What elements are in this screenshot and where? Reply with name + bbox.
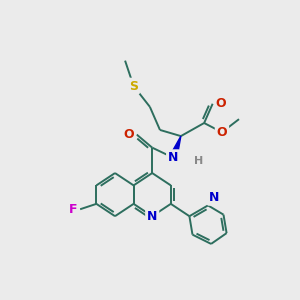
Text: N: N	[168, 151, 178, 164]
Text: F: F	[69, 203, 78, 216]
Text: O: O	[124, 128, 134, 141]
Polygon shape	[169, 136, 181, 159]
Text: N: N	[209, 191, 219, 204]
Text: N: N	[147, 211, 158, 224]
Text: H: H	[194, 156, 203, 166]
Text: O: O	[216, 97, 226, 110]
Text: S: S	[129, 80, 138, 92]
Text: O: O	[217, 126, 227, 139]
